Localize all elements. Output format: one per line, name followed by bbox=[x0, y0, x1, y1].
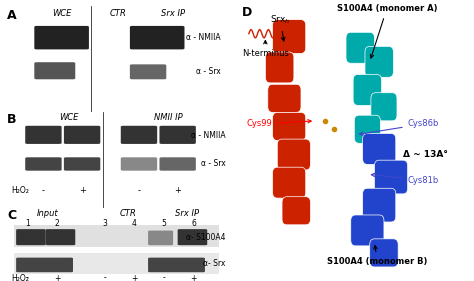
Text: α - NMIIA: α - NMIIA bbox=[191, 131, 226, 140]
Text: WCE: WCE bbox=[59, 113, 78, 122]
FancyBboxPatch shape bbox=[130, 64, 166, 79]
FancyBboxPatch shape bbox=[363, 188, 396, 222]
FancyBboxPatch shape bbox=[121, 157, 157, 171]
Text: 5: 5 bbox=[162, 219, 166, 228]
Text: 3: 3 bbox=[102, 219, 107, 228]
FancyBboxPatch shape bbox=[25, 157, 62, 171]
FancyBboxPatch shape bbox=[282, 197, 310, 225]
Text: 4: 4 bbox=[132, 219, 137, 228]
Text: α - Srx: α - Srx bbox=[196, 67, 221, 76]
Text: A: A bbox=[7, 9, 17, 22]
Text: Srx IP: Srx IP bbox=[161, 9, 185, 18]
FancyBboxPatch shape bbox=[159, 126, 196, 144]
Text: CTR: CTR bbox=[119, 209, 136, 218]
Text: -: - bbox=[163, 274, 165, 281]
Text: Srx IP: Srx IP bbox=[175, 209, 199, 218]
Text: CTR: CTR bbox=[110, 9, 127, 18]
FancyBboxPatch shape bbox=[370, 239, 398, 267]
Text: C: C bbox=[7, 209, 16, 222]
FancyBboxPatch shape bbox=[46, 229, 75, 245]
Text: +: + bbox=[174, 186, 181, 195]
Text: α- S100A4: α- S100A4 bbox=[186, 233, 226, 242]
FancyBboxPatch shape bbox=[121, 126, 157, 144]
FancyBboxPatch shape bbox=[64, 157, 100, 171]
Text: B: B bbox=[7, 113, 17, 126]
Bar bbox=[14, 253, 219, 274]
Text: Cys81b: Cys81b bbox=[371, 173, 439, 185]
Text: α- Srx: α- Srx bbox=[203, 259, 226, 268]
Text: +: + bbox=[79, 186, 85, 195]
FancyBboxPatch shape bbox=[351, 215, 384, 246]
Bar bbox=[14, 225, 219, 247]
Text: 1: 1 bbox=[25, 219, 30, 228]
FancyBboxPatch shape bbox=[277, 139, 310, 170]
FancyBboxPatch shape bbox=[148, 231, 173, 245]
Text: -: - bbox=[103, 274, 106, 281]
FancyBboxPatch shape bbox=[273, 112, 306, 140]
Text: α - Srx: α - Srx bbox=[201, 160, 226, 169]
FancyBboxPatch shape bbox=[365, 46, 393, 77]
FancyBboxPatch shape bbox=[268, 84, 301, 112]
FancyBboxPatch shape bbox=[374, 160, 408, 194]
Text: WCE: WCE bbox=[52, 9, 71, 18]
Text: S100A4 (monomer B): S100A4 (monomer B) bbox=[327, 246, 428, 266]
FancyBboxPatch shape bbox=[178, 229, 207, 245]
Text: 6: 6 bbox=[191, 219, 196, 228]
FancyBboxPatch shape bbox=[363, 133, 396, 164]
Text: Δ ~ 13A°: Δ ~ 13A° bbox=[403, 150, 448, 159]
Text: S100A4 (monomer A): S100A4 (monomer A) bbox=[337, 4, 437, 58]
Text: -: - bbox=[137, 186, 140, 195]
FancyBboxPatch shape bbox=[16, 258, 73, 272]
Text: Srx$_h$: Srx$_h$ bbox=[270, 13, 291, 41]
Text: NMII IP: NMII IP bbox=[154, 113, 183, 122]
Text: -: - bbox=[42, 186, 45, 195]
Text: +: + bbox=[131, 274, 137, 281]
FancyBboxPatch shape bbox=[371, 93, 397, 121]
Text: 2: 2 bbox=[55, 219, 59, 228]
FancyBboxPatch shape bbox=[148, 258, 205, 272]
FancyBboxPatch shape bbox=[64, 126, 100, 144]
FancyBboxPatch shape bbox=[273, 167, 306, 198]
Text: Input: Input bbox=[37, 209, 59, 218]
FancyBboxPatch shape bbox=[25, 126, 62, 144]
FancyBboxPatch shape bbox=[353, 74, 382, 105]
Text: α - NMIIA: α - NMIIA bbox=[186, 33, 221, 42]
Text: +: + bbox=[54, 274, 60, 281]
Text: Cys99: Cys99 bbox=[246, 119, 311, 128]
FancyBboxPatch shape bbox=[16, 229, 46, 245]
FancyBboxPatch shape bbox=[273, 20, 306, 53]
FancyBboxPatch shape bbox=[34, 62, 75, 79]
FancyBboxPatch shape bbox=[354, 115, 380, 143]
FancyBboxPatch shape bbox=[159, 157, 196, 171]
Text: N-terminus: N-terminus bbox=[242, 40, 289, 58]
Text: H₂O₂: H₂O₂ bbox=[11, 274, 29, 281]
Text: +: + bbox=[191, 274, 197, 281]
FancyBboxPatch shape bbox=[130, 26, 184, 49]
Text: -: - bbox=[26, 274, 29, 281]
FancyBboxPatch shape bbox=[34, 26, 89, 49]
FancyBboxPatch shape bbox=[346, 32, 374, 63]
Text: Cys86b: Cys86b bbox=[359, 119, 439, 135]
FancyBboxPatch shape bbox=[265, 52, 294, 83]
Text: D: D bbox=[242, 6, 252, 19]
Text: H₂O₂: H₂O₂ bbox=[11, 186, 29, 195]
